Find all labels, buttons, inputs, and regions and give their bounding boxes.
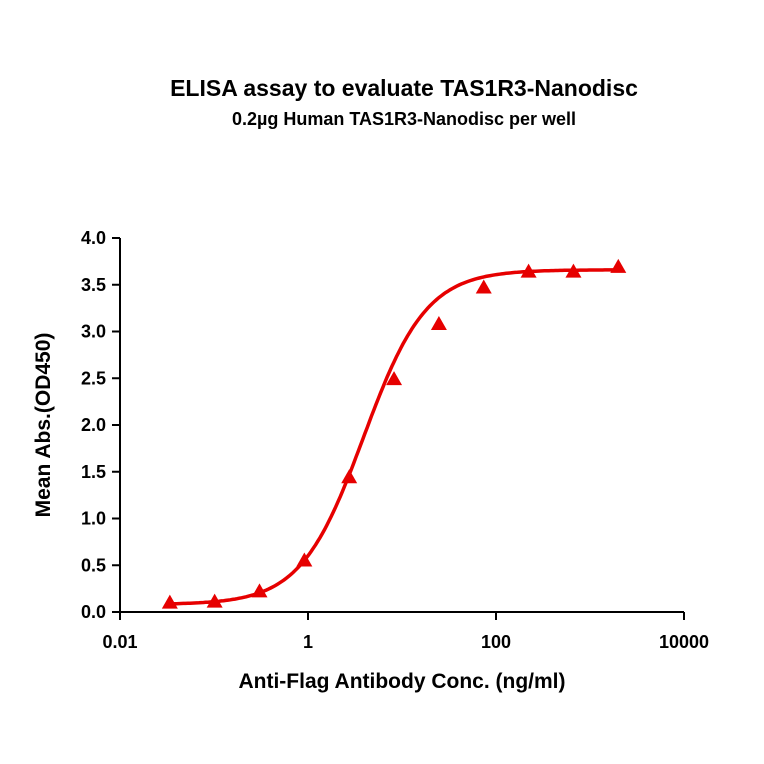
y-axis-label: Mean Abs.(OD450): [32, 333, 55, 518]
y-tick-label: 0.0: [81, 602, 106, 622]
data-point-triangle: [430, 315, 447, 330]
data-point-triangle: [161, 594, 178, 609]
data-point-triangle: [520, 263, 537, 278]
y-tick-label: 3.5: [81, 275, 106, 295]
data-point-triangle: [341, 469, 358, 484]
x-axis-label: Anti-Flag Antibody Conc. (ng/ml): [238, 670, 565, 693]
data-point-triangle: [475, 279, 492, 294]
x-tick-label: 0.01: [102, 632, 137, 652]
fit-curve: [169, 268, 619, 606]
y-tick-label: 4.0: [81, 228, 106, 248]
y-tick-label: 3.0: [81, 322, 106, 342]
axes: 0.0 0.5 1.0 1.5 2.0 2.5 3.0 3.5 4.0 0.01 1 100 10000: [81, 228, 709, 652]
y-tick-label: 1.0: [81, 509, 106, 529]
data-point-triangle: [206, 593, 223, 608]
data-point-triangle: [296, 552, 313, 567]
data-point-triangle: [251, 583, 268, 598]
x-tick-label: 100: [481, 632, 511, 652]
x-tick-label: 10000: [659, 632, 709, 652]
y-tick-label: 2.0: [81, 415, 106, 435]
data-point-triangle: [610, 258, 627, 273]
data-points: [161, 258, 627, 609]
y-tick-label: 0.5: [81, 555, 106, 575]
y-tick-label: 2.5: [81, 368, 106, 388]
y-tick-label: 1.5: [81, 462, 106, 482]
chart-title: ELISA assay to evaluate TAS1R3-Nanodisc: [170, 75, 638, 101]
x-tick-label: 1: [303, 632, 313, 652]
data-point-triangle: [565, 263, 582, 278]
chart-subtitle: 0.2µg Human TAS1R3-Nanodisc per well: [232, 109, 576, 129]
data-point-triangle: [386, 371, 403, 386]
